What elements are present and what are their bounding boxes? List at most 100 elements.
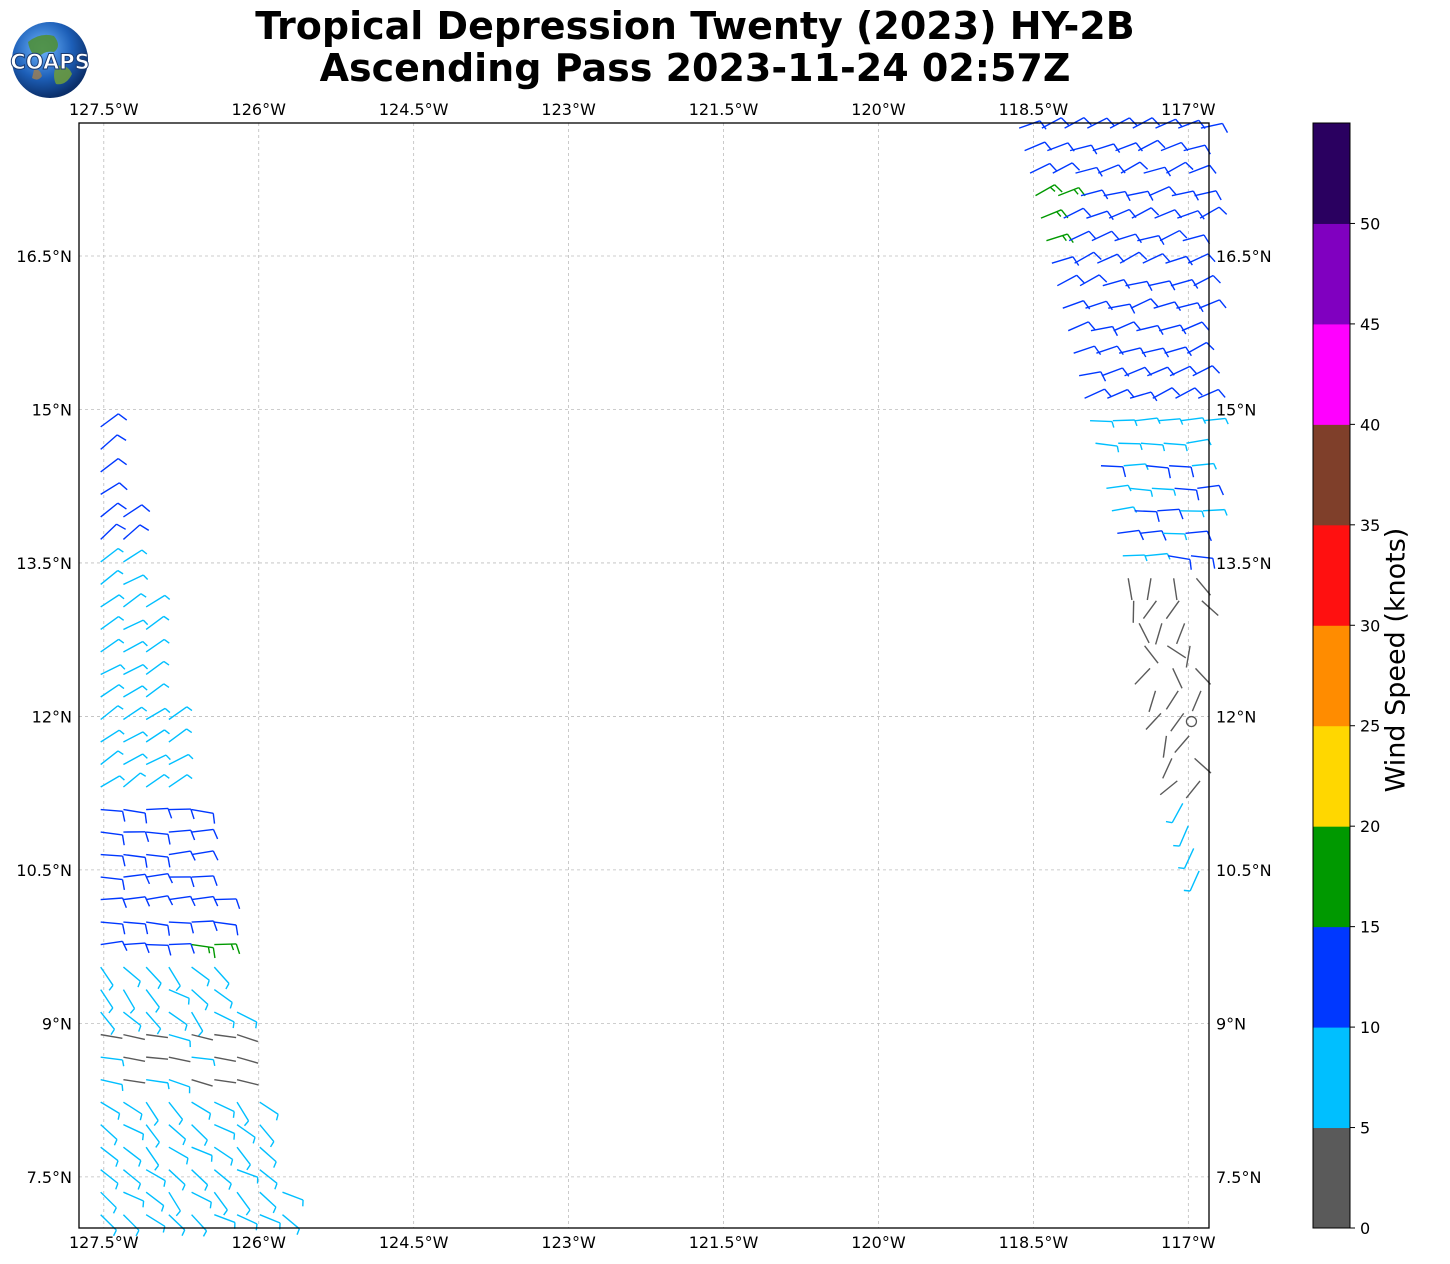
wind-barb (1112, 419, 1138, 427)
barb-staff (1079, 274, 1100, 287)
barb-staff (1194, 757, 1212, 774)
barb-staff (1145, 552, 1168, 557)
barb-staff (1162, 735, 1168, 758)
barb-staff (1159, 780, 1178, 796)
barb-flag (1197, 210, 1205, 220)
barb-flag (274, 1183, 278, 1190)
lon-tick-label-top: 123°W (541, 100, 596, 119)
barb-staff (145, 773, 165, 788)
barb-flag (1101, 189, 1109, 200)
wind-barb (100, 705, 124, 721)
wind-barb (100, 547, 124, 563)
barb-staff (100, 897, 123, 901)
barb-staff (100, 594, 120, 608)
barb-staff (214, 1124, 235, 1135)
barb-staff (1171, 190, 1194, 197)
wind-barb (168, 774, 193, 788)
barb-staff (191, 920, 214, 923)
barb-staff (214, 1214, 236, 1224)
wind-barb (1085, 300, 1113, 311)
barb-flag (142, 1200, 145, 1208)
barb-staff (1029, 162, 1051, 174)
barb-staff (191, 875, 214, 878)
barb-flag (110, 1028, 116, 1035)
wind-barb (1200, 122, 1229, 133)
wind-barb (1130, 298, 1159, 309)
wind-barb (168, 728, 193, 743)
barb-flag (142, 640, 148, 647)
barb-staff (146, 807, 169, 811)
barb-flag (1217, 389, 1226, 398)
barb-flag (141, 504, 151, 513)
wind-barb (1185, 645, 1191, 668)
barb-staff (123, 549, 143, 563)
wind-barb (122, 966, 141, 988)
lat-tick-label-right: 7.5°N (1216, 1168, 1261, 1187)
barb-staff (1107, 388, 1128, 399)
wind-barb (1097, 164, 1126, 174)
barb-flag (1083, 117, 1092, 126)
barb-flag (1144, 463, 1149, 471)
barb-flag (117, 413, 128, 421)
barb-flag (212, 1059, 216, 1066)
barb-staff (191, 1191, 212, 1203)
barb-staff (1169, 465, 1192, 468)
barb-staff (1047, 142, 1069, 152)
barb-flag (225, 983, 230, 990)
barb-staff (1097, 253, 1118, 264)
wind-barb (1203, 417, 1229, 425)
wind-barb (1174, 487, 1200, 501)
wind-barb (191, 989, 209, 1011)
barb-flag (1184, 533, 1188, 541)
barb-flag (121, 1059, 125, 1067)
barb-flag (164, 729, 170, 735)
wind-barb (1142, 253, 1171, 264)
barb-flag (1106, 210, 1114, 221)
wind-barb (168, 876, 195, 888)
barb-staff (123, 921, 146, 925)
barb-flag (1185, 346, 1192, 357)
barb-flag (1195, 489, 1200, 501)
lon-tick-label-bottom: 121.5°W (689, 1233, 759, 1252)
barb-staff (259, 1191, 277, 1208)
barb-staff (1151, 487, 1174, 491)
barb-staff (1162, 758, 1173, 779)
wind-barb (100, 434, 127, 450)
wind-barb (122, 524, 150, 540)
barb-staff (145, 615, 165, 631)
barb-staff (1197, 484, 1220, 489)
barb-staff (100, 1146, 119, 1162)
wind-barb (191, 1078, 213, 1087)
barb-staff (259, 1169, 278, 1184)
coaps-logo: COAPS (10, 20, 90, 100)
wind-barb (236, 1169, 259, 1184)
wind-barb (168, 1078, 191, 1094)
barb-staff (123, 731, 144, 743)
barb-flag (255, 1223, 258, 1231)
barb-staff (168, 1056, 191, 1063)
barb-staff (191, 1033, 214, 1041)
wind-barb (1152, 387, 1180, 399)
barb-staff (1165, 690, 1179, 710)
wind-barb (168, 921, 195, 934)
wind-barb (1137, 139, 1166, 152)
barb-staff (100, 1124, 118, 1140)
barb-staff (145, 1214, 166, 1227)
barb-staff (168, 1169, 186, 1186)
barb-flag (198, 1030, 204, 1037)
barb-staff (1096, 345, 1118, 354)
barb-flag (1194, 387, 1203, 396)
wind-barb (123, 640, 148, 653)
wind-barb (1102, 278, 1131, 289)
barb-staff (1130, 298, 1152, 309)
barb-flag (1144, 554, 1148, 562)
barb-staff (1172, 578, 1178, 601)
barb-staff (168, 942, 191, 946)
barb-flag (1076, 274, 1085, 284)
barb-flag (144, 923, 149, 935)
barb-staff (146, 943, 169, 947)
barb-flag (144, 942, 150, 954)
wind-barb (1168, 555, 1192, 570)
barb-flag (1116, 345, 1124, 356)
